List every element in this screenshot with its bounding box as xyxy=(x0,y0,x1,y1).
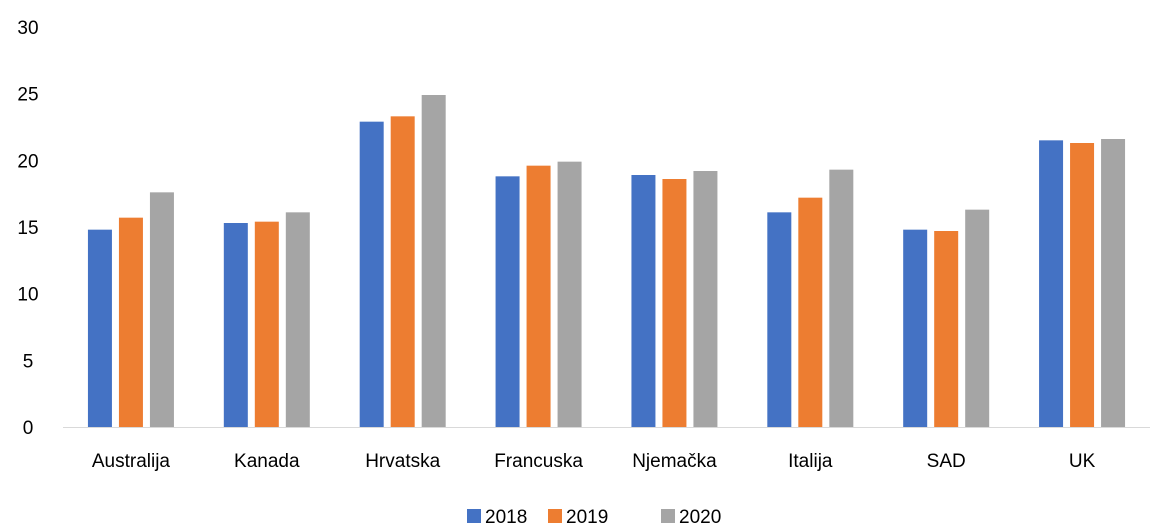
bar-2019-francuska xyxy=(526,165,551,427)
y-axis-tick-labels: 0 5 10 15 20 25 30 xyxy=(17,18,38,439)
bar-2018-francuska xyxy=(495,176,520,427)
y-tick-label: 0 xyxy=(23,418,34,439)
bar-2018-uk xyxy=(1039,140,1064,428)
bar-2020-uk xyxy=(1101,139,1126,427)
x-tick-label: Italija xyxy=(788,451,833,472)
legend: 2018 2019 2020 xyxy=(467,507,721,524)
legend-swatch-2019 xyxy=(548,509,562,523)
legend-label-2019: 2019 xyxy=(566,507,608,524)
y-tick-label: 30 xyxy=(17,18,38,39)
y-tick-label: 5 xyxy=(23,351,34,372)
bars xyxy=(87,95,1126,428)
y-tick-label: 10 xyxy=(17,285,38,306)
legend-swatch-2018 xyxy=(467,509,481,523)
bar-2019-italija xyxy=(798,197,823,427)
bar-2020-njemačka xyxy=(693,171,718,427)
x-tick-label: Hrvatska xyxy=(365,451,440,472)
bar-2020-kanada xyxy=(285,212,310,427)
bar-2018-sad xyxy=(903,229,928,427)
bar-2020-italija xyxy=(829,169,854,427)
x-tick-label: UK xyxy=(1069,451,1096,472)
legend-label-2020: 2020 xyxy=(679,507,721,524)
bar-2018-njemačka xyxy=(631,175,656,427)
bar-2018-kanada xyxy=(223,223,248,427)
bar-2020-hrvatska xyxy=(421,95,446,427)
x-tick-label: Kanada xyxy=(234,451,300,472)
x-tick-label: Njemačka xyxy=(632,451,717,472)
bar-2020-australija xyxy=(149,192,174,427)
y-tick-label: 15 xyxy=(17,218,38,239)
bar-2019-kanada xyxy=(254,221,279,427)
x-axis-category-labels: Australija Kanada Hrvatska Francuska Njemačk… xyxy=(92,451,1096,472)
bar-2019-australija xyxy=(118,217,143,427)
bar-2020-francuska xyxy=(557,161,582,427)
x-tick-label: SAD xyxy=(927,451,966,472)
legend-label-2018: 2018 xyxy=(485,507,527,524)
bar-2018-hrvatska xyxy=(359,121,384,428)
bar-2019-sad xyxy=(934,231,959,427)
bar-2018-italija xyxy=(767,212,792,427)
bar-2018-australija xyxy=(87,229,112,427)
legend-swatch-2020 xyxy=(661,509,675,523)
x-tick-label: Francuska xyxy=(494,451,583,472)
y-tick-label: 25 xyxy=(17,85,38,106)
x-tick-label: Australija xyxy=(92,451,171,472)
y-tick-label: 20 xyxy=(17,151,38,172)
bar-2020-sad xyxy=(965,209,990,427)
bar-2019-uk xyxy=(1070,143,1095,427)
bar-2019-hrvatska xyxy=(390,116,415,427)
bar-2019-njemačka xyxy=(662,179,687,427)
